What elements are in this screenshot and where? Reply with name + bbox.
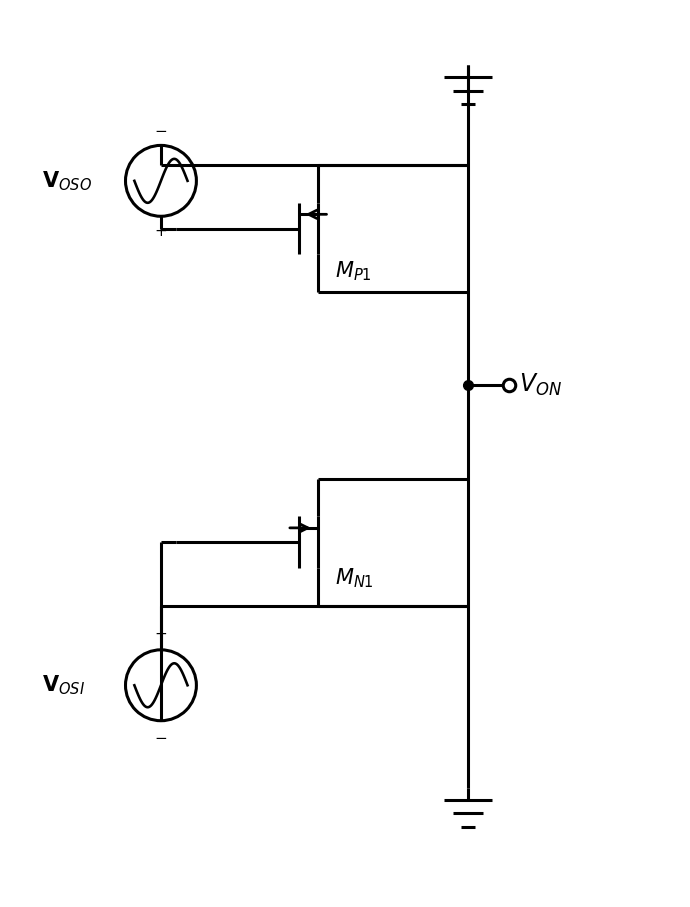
Text: $+$: $+$ bbox=[155, 627, 168, 641]
Text: $-$: $-$ bbox=[155, 729, 168, 744]
Text: $-$: $-$ bbox=[155, 122, 168, 137]
Text: $M_{N1}$: $M_{N1}$ bbox=[335, 566, 373, 590]
Text: $+$: $+$ bbox=[155, 224, 168, 239]
Text: $M_{P1}$: $M_{P1}$ bbox=[335, 259, 371, 283]
Text: $\mathbf{V}_{OSI}$: $\mathbf{V}_{OSI}$ bbox=[41, 674, 85, 697]
Text: $\mathbf{V}_{OSO}$: $\mathbf{V}_{OSO}$ bbox=[41, 169, 92, 192]
Text: $\mathit{V}_{ON}$: $\mathit{V}_{ON}$ bbox=[519, 372, 562, 398]
